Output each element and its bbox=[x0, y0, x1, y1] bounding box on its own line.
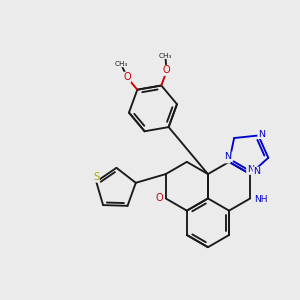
Text: N: N bbox=[258, 130, 265, 139]
Text: S: S bbox=[93, 172, 99, 182]
Text: N: N bbox=[253, 167, 260, 176]
Text: O: O bbox=[155, 194, 163, 203]
Text: O: O bbox=[123, 72, 130, 82]
Text: N: N bbox=[247, 165, 254, 174]
Text: N: N bbox=[223, 154, 230, 163]
Text: O: O bbox=[162, 65, 170, 75]
Text: CH₃: CH₃ bbox=[114, 61, 128, 67]
Text: NH: NH bbox=[254, 195, 267, 204]
Text: CH₃: CH₃ bbox=[159, 52, 172, 59]
Text: N: N bbox=[224, 152, 231, 161]
